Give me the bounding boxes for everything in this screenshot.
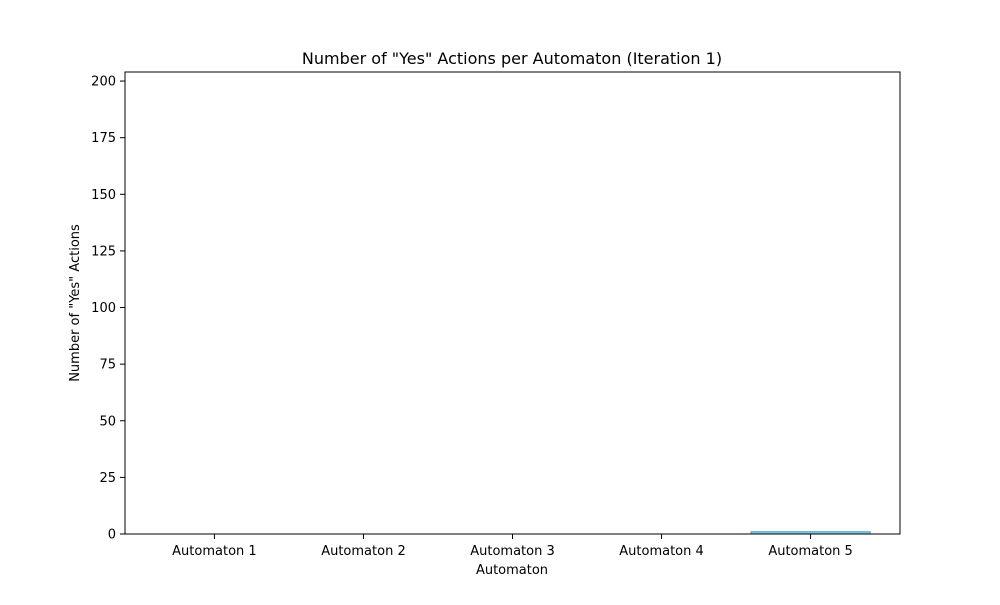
x-axis: Automaton 1 Automaton 2 Automaton 3 Automat… [172, 534, 853, 559]
plot-area [124, 71, 901, 535]
y-tick-label: 50 [99, 414, 116, 429]
y-axis: 0 25 50 75 100 125 150 175 200 [91, 75, 125, 543]
y-tick-label: 125 [91, 244, 116, 259]
x-tick-label: Automaton 3 [470, 544, 555, 559]
x-axis-label: Automaton [476, 563, 548, 578]
x-tick-label: Automaton 5 [768, 544, 853, 559]
chart-title: Number of "Yes" Actions per Automaton (I… [302, 49, 722, 68]
y-tick-label: 0 [108, 528, 116, 543]
y-tick-label: 75 [99, 358, 116, 373]
y-tick-label: 150 [91, 188, 116, 203]
y-tick-label: 25 [99, 471, 116, 486]
y-tick-label: 175 [91, 131, 116, 146]
x-tick-label: Automaton 4 [619, 544, 704, 559]
y-tick-label: 200 [91, 75, 116, 90]
y-tick-label: 100 [91, 301, 116, 316]
y-axis-label: Number of "Yes" Actions [68, 224, 83, 382]
x-tick-label: Automaton 1 [172, 544, 257, 559]
x-tick-label: Automaton 2 [321, 544, 406, 559]
plot-frame [124, 71, 901, 535]
